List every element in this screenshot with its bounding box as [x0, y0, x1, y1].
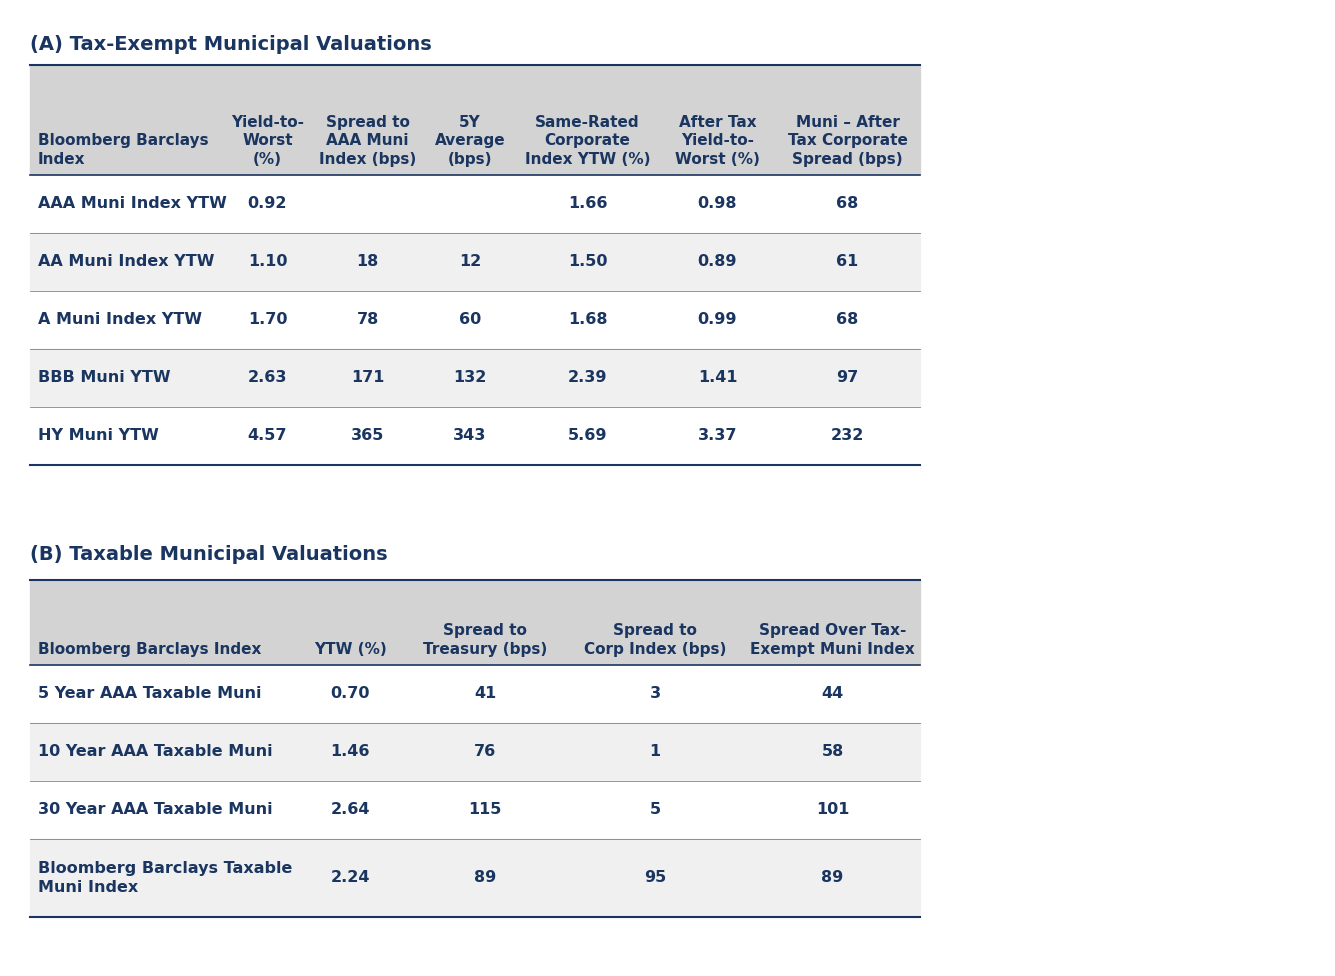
Text: Spread to
Corp Index (bps): Spread to Corp Index (bps)	[583, 624, 726, 657]
Text: BBB Muni YTW: BBB Muni YTW	[37, 371, 171, 386]
Bar	[29, 723, 920, 781]
Text: 44: 44	[821, 686, 844, 702]
Bar	[29, 781, 920, 839]
Text: 78: 78	[356, 312, 379, 328]
Text: Spread to
Treasury (bps): Spread to Treasury (bps)	[423, 624, 547, 657]
Text: (B) Taxable Municipal Valuations: (B) Taxable Municipal Valuations	[29, 545, 387, 564]
Text: Bloomberg Barclays Index: Bloomberg Barclays Index	[37, 642, 262, 657]
Text: 89: 89	[474, 871, 497, 885]
Text: A Muni Index YTW: A Muni Index YTW	[37, 312, 202, 328]
Text: 343: 343	[454, 428, 487, 443]
Text: 0.92: 0.92	[248, 196, 287, 212]
Text: 132: 132	[454, 371, 487, 386]
Bar	[29, 580, 920, 665]
Text: Bloomberg Barclays Taxable
Muni Index: Bloomberg Barclays Taxable Muni Index	[37, 861, 292, 895]
Text: 2.24: 2.24	[330, 871, 370, 885]
Text: 3: 3	[649, 686, 661, 702]
Text: 1.66: 1.66	[567, 196, 607, 212]
Bar	[29, 665, 920, 723]
Text: Spread Over Tax-
Exempt Muni Index: Spread Over Tax- Exempt Muni Index	[750, 624, 914, 657]
Text: 1.46: 1.46	[330, 745, 370, 759]
Bar	[29, 839, 920, 917]
Text: 5 Year AAA Taxable Muni: 5 Year AAA Taxable Muni	[37, 686, 262, 702]
Bar	[29, 175, 920, 233]
Text: 1.70: 1.70	[248, 312, 287, 328]
Text: 171: 171	[351, 371, 384, 386]
Text: YTW (%): YTW (%)	[314, 642, 386, 657]
Text: AAA Muni Index YTW: AAA Muni Index YTW	[37, 196, 227, 212]
Text: 1.41: 1.41	[698, 371, 737, 386]
Text: Yield-to-
Worst
(%): Yield-to- Worst (%)	[231, 115, 304, 167]
Text: 10 Year AAA Taxable Muni: 10 Year AAA Taxable Muni	[37, 745, 272, 759]
Text: 232: 232	[830, 428, 864, 443]
Bar	[29, 233, 920, 291]
Text: 365: 365	[351, 428, 384, 443]
Text: 1: 1	[649, 745, 661, 759]
Text: 115: 115	[469, 802, 502, 818]
Text: 4.57: 4.57	[248, 428, 287, 443]
Text: 68: 68	[836, 312, 858, 328]
Text: HY Muni YTW: HY Muni YTW	[37, 428, 159, 443]
Text: (A) Tax-Exempt Municipal Valuations: (A) Tax-Exempt Municipal Valuations	[29, 35, 431, 54]
Text: 68: 68	[836, 196, 858, 212]
Text: Bloomberg Barclays
Index: Bloomberg Barclays Index	[37, 134, 208, 167]
Text: After Tax
Yield-to-
Worst (%): After Tax Yield-to- Worst (%)	[676, 115, 760, 167]
Text: AA Muni Index YTW: AA Muni Index YTW	[37, 255, 215, 269]
Text: 0.70: 0.70	[330, 686, 370, 702]
Text: 89: 89	[821, 871, 844, 885]
Text: Same-Rated
Corporate
Index YTW (%): Same-Rated Corporate Index YTW (%)	[525, 115, 650, 167]
Text: 58: 58	[821, 745, 844, 759]
Text: 5.69: 5.69	[567, 428, 607, 443]
Text: 41: 41	[474, 686, 497, 702]
Text: 2.64: 2.64	[330, 802, 370, 818]
Text: Muni – After
Tax Corporate
Spread (bps): Muni – After Tax Corporate Spread (bps)	[788, 115, 908, 167]
Text: 2.39: 2.39	[567, 371, 607, 386]
Text: 101: 101	[816, 802, 849, 818]
Text: 1.68: 1.68	[567, 312, 607, 328]
Text: 0.99: 0.99	[698, 312, 737, 328]
Text: 1.50: 1.50	[567, 255, 607, 269]
Text: 1.10: 1.10	[248, 255, 287, 269]
Text: 18: 18	[356, 255, 379, 269]
Bar	[29, 291, 920, 349]
Text: 0.98: 0.98	[698, 196, 737, 212]
Bar	[29, 65, 920, 175]
Text: 3.37: 3.37	[698, 428, 737, 443]
Bar	[29, 349, 920, 407]
Text: 95: 95	[643, 871, 666, 885]
Text: 61: 61	[836, 255, 858, 269]
Text: 5Y
Average
(bps): 5Y Average (bps)	[435, 115, 506, 167]
Text: 12: 12	[459, 255, 481, 269]
Text: 97: 97	[836, 371, 858, 386]
Bar	[29, 407, 920, 465]
Text: 30 Year AAA Taxable Muni: 30 Year AAA Taxable Muni	[37, 802, 272, 818]
Text: 5: 5	[649, 802, 661, 818]
Text: 60: 60	[459, 312, 481, 328]
Text: 76: 76	[474, 745, 497, 759]
Text: Spread to
AAA Muni
Index (bps): Spread to AAA Muni Index (bps)	[319, 115, 417, 167]
Text: 2.63: 2.63	[248, 371, 287, 386]
Text: 0.89: 0.89	[698, 255, 737, 269]
